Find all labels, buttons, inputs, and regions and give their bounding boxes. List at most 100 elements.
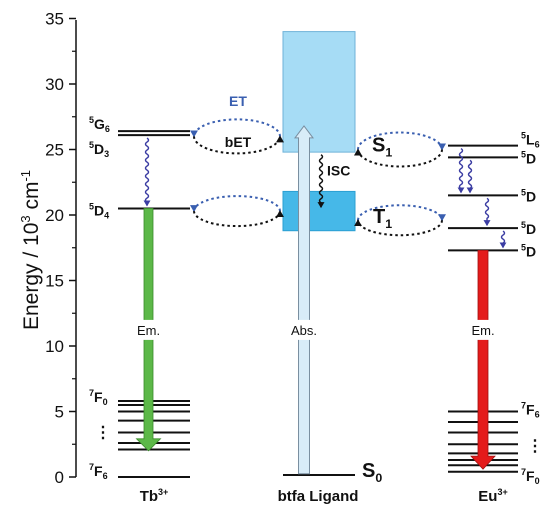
tb-label-5d4-sub: 4 xyxy=(104,210,109,220)
tb-label-5d3: 5D3 xyxy=(89,140,109,159)
bet-label: bET xyxy=(225,134,252,150)
tb-ion-label: Tb3+ xyxy=(140,487,169,505)
t1-state-box xyxy=(282,190,356,232)
abs-label: Abs. xyxy=(291,323,317,338)
eu-label-7f6: 7F6 xyxy=(521,401,540,420)
eu-ion-label: Eu3+ xyxy=(478,487,507,505)
eu-label-5l6-sup: 5 xyxy=(521,131,526,141)
tb-label-5g6-sup: 5 xyxy=(89,115,94,125)
bet-arrow-tb-to-ligand-lower xyxy=(193,210,284,228)
eu-emission-arrow xyxy=(470,249,496,470)
tb-label-5g6-sub: 6 xyxy=(105,124,110,134)
tb-label-7f0-sup: 7 xyxy=(89,388,94,398)
y-axis-label-exponent: 3 xyxy=(18,215,33,222)
y-axis-label-text: Energy / 10 xyxy=(20,223,43,330)
eu-em-label-bg xyxy=(465,319,501,340)
eu-em-label: Em. xyxy=(471,323,494,338)
tb-label-5d4-base: D xyxy=(94,202,104,218)
y-tick-label-5: 5 xyxy=(55,403,64,422)
eu-label-5d0: 5D xyxy=(521,242,536,259)
bet-arrow-eu-to-ligand-upper xyxy=(354,148,443,168)
tb-label-5d3-sub: 3 xyxy=(104,149,109,159)
eu-label-5d0-sup: 5 xyxy=(521,242,526,252)
tb-nonradiative-relaxation xyxy=(143,137,151,207)
bet-arrow-tb-to-ligand-upper xyxy=(193,135,284,155)
y-tick-label-20: 20 xyxy=(45,206,64,225)
eu-label-7f0-sub: 0 xyxy=(535,476,540,486)
eu-label-5d3-sup: 5 xyxy=(521,149,526,159)
y-axis-label: Energy / 103 cm-1 xyxy=(18,170,43,330)
eu-label-7f6-sup: 7 xyxy=(521,401,526,411)
tb-label-5g6-base: G xyxy=(94,116,105,132)
s0-label-base: S xyxy=(362,460,375,482)
bet-arrow-eu-to-ligand-lower xyxy=(354,219,443,237)
et-label: ET xyxy=(229,93,247,109)
tb-label-5d4-sup: 5 xyxy=(89,201,94,211)
t1-label-sub: 1 xyxy=(385,217,392,231)
isc-label: ISC xyxy=(327,162,350,178)
eu-relax-l6-d2 xyxy=(457,147,465,194)
s1-label-sub: 1 xyxy=(385,146,392,160)
tb-label-7f6: 7F6 xyxy=(89,462,108,481)
tb-label-5g6: 5G6 xyxy=(89,115,110,134)
tb-label-7f0-base: F xyxy=(94,389,103,405)
abs-label-bg xyxy=(286,319,322,340)
eu-label-5d2: 5D xyxy=(521,187,536,204)
tb-label-ellipsis: ⋮ xyxy=(95,425,111,442)
eu-label-5d1: 5D xyxy=(521,220,536,237)
eu-relax-d3-d2 xyxy=(466,159,474,194)
eu-label-5d0-base: D xyxy=(526,243,536,259)
tb-label-5d3-sup: 5 xyxy=(89,140,94,150)
eu-label-7f0: 7F0 xyxy=(521,467,540,486)
eu-label-5l6: 5L6 xyxy=(521,131,540,150)
ligand-label: btfa Ligand xyxy=(278,488,359,505)
tb-label-7f6-sup: 7 xyxy=(89,462,94,472)
et-arrow-ligand-to-eu-lower xyxy=(357,204,446,222)
eu-relax-d1-d0 xyxy=(499,230,507,249)
eu-label-7f6-base: F xyxy=(526,402,535,418)
tb-label-7f0: 7F0 xyxy=(89,388,108,407)
eu-label-5d3-base: D xyxy=(526,150,536,166)
et-arrow-ligand-to-tb-lower xyxy=(190,195,281,213)
eu-label-ellipsis: ⋮ xyxy=(527,438,543,455)
tb-em-label: Em. xyxy=(137,323,160,338)
eu-label-5l6-base: L xyxy=(526,132,535,148)
y-tick-label-35: 35 xyxy=(45,10,64,29)
y-tick-label-15: 15 xyxy=(45,272,64,291)
y-axis-label-unit-exponent: -1 xyxy=(18,170,33,182)
t1-label-base: T xyxy=(373,206,385,228)
t1-label: T1 xyxy=(373,206,392,231)
y-tick-label-10: 10 xyxy=(45,337,64,356)
s1-state-box xyxy=(282,31,356,153)
tb-label-7f6-base: F xyxy=(94,463,103,479)
energy-transfer-arrows: ET bET xyxy=(190,93,446,237)
y-axis: 0 5 10 15 20 25 30 35 Energy / 103 cm-1 xyxy=(18,10,77,487)
eu-label-5d1-base: D xyxy=(526,221,536,237)
absorption-arrow xyxy=(294,125,314,475)
eu-ion-label-sup: 3+ xyxy=(497,487,507,497)
eu-relax-d2-d1 xyxy=(483,197,491,227)
y-axis-label-unit: cm xyxy=(20,182,43,216)
tb-label-7f0-sub: 0 xyxy=(103,397,108,407)
y-tick-label-25: 25 xyxy=(45,141,64,160)
isc-arrow xyxy=(317,154,325,209)
eu-label-5d2-sup: 5 xyxy=(521,187,526,197)
s1-label-base: S xyxy=(372,135,385,157)
eu-label-5l6-sub: 6 xyxy=(535,140,540,150)
tb-em-label-bg xyxy=(130,319,167,340)
y-tick-label-0: 0 xyxy=(55,468,64,487)
eu-label-5d2-base: D xyxy=(526,188,536,204)
s0-label-sub: 0 xyxy=(375,471,382,485)
tb-label-5d3-base: D xyxy=(94,141,104,157)
tb-ion-label-sup: 3+ xyxy=(158,487,168,497)
s0-label: S0 xyxy=(362,460,382,485)
et-arrow-ligand-to-eu-upper xyxy=(357,131,446,151)
eu-label-5d3: 5D xyxy=(521,149,536,166)
tb-label-5d4: 5D4 xyxy=(89,201,109,220)
s1-label: S1 xyxy=(372,135,392,160)
eu-label-7f0-sup: 7 xyxy=(521,467,526,477)
